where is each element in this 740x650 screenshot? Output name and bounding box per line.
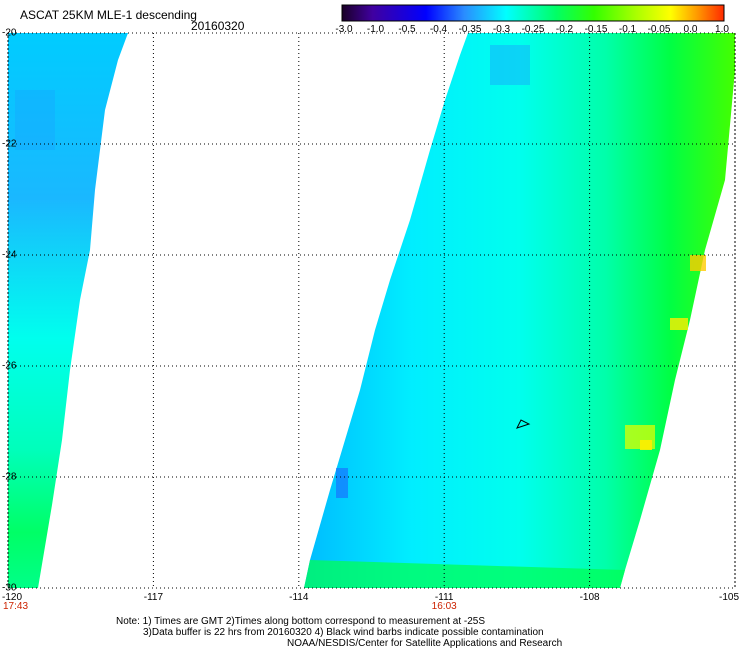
colorbar-tick-label: -0.5 bbox=[398, 24, 416, 35]
left-swath bbox=[8, 33, 128, 588]
right-swath-bottom-band bbox=[304, 560, 625, 588]
cool-patch bbox=[15, 90, 55, 150]
latitude-label: -26 bbox=[2, 360, 17, 372]
colorbar-tick-label: -0.1 bbox=[618, 24, 637, 35]
warm-patch bbox=[670, 318, 688, 330]
longitude-label: -105 bbox=[718, 592, 740, 603]
warm-patch bbox=[640, 440, 652, 450]
longitude-label: -117 bbox=[143, 592, 164, 603]
colorbar-tick-label: 1.0 bbox=[715, 24, 729, 35]
warm-patch bbox=[690, 255, 706, 271]
colorbar-tick-label: -1.0 bbox=[366, 24, 385, 35]
note-line-3: NOAA/NESDIS/Center for Satellite Applica… bbox=[287, 638, 563, 649]
lat-lon-grid bbox=[7, 32, 736, 589]
colorbar-tick-label: -0.25 bbox=[521, 24, 545, 35]
note-line-1: Note: 1) Times are GMT 2)Times along bot… bbox=[116, 616, 486, 627]
latitude-label: -28 bbox=[2, 471, 17, 483]
longitude-label: -111 bbox=[434, 592, 454, 603]
note-line-2: 3)Data buffer is 22 hrs from 20160320 4)… bbox=[143, 627, 544, 638]
colorbar-tick-label: -0.35 bbox=[458, 24, 482, 35]
longitude-label: -114 bbox=[289, 592, 309, 603]
latitude-label: -20 bbox=[2, 27, 17, 39]
map-title: ASCAT 25KM MLE-1 descending bbox=[20, 8, 197, 22]
colorbar-tick-label: -0.15 bbox=[584, 24, 608, 35]
latitude-label: -30 bbox=[2, 582, 17, 594]
latitude-label: -24 bbox=[2, 249, 17, 261]
longitude-label: -108 bbox=[579, 592, 600, 603]
time-label: 16:03 bbox=[431, 601, 457, 612]
colorbar-tick-label: 0.0 bbox=[683, 24, 698, 35]
time-label: 17:43 bbox=[2, 601, 29, 612]
contamination-outline bbox=[516, 419, 531, 429]
cool-patch bbox=[490, 45, 530, 85]
colorbar-tick-label: -0.05 bbox=[647, 24, 671, 35]
colorbar bbox=[341, 4, 725, 22]
map-frame bbox=[7, 32, 736, 589]
map-date: 20160320 bbox=[191, 19, 245, 33]
colorbar-tick-label: -3.0 bbox=[335, 24, 353, 35]
colorbar-tick-label: -0.3 bbox=[492, 24, 511, 35]
colorbar-tick-label: -0.2 bbox=[555, 24, 574, 35]
right-swath bbox=[304, 33, 735, 588]
cool-patch bbox=[336, 468, 348, 498]
colorbar-tick-label: -0.4 bbox=[429, 24, 448, 35]
latitude-label: -22 bbox=[2, 138, 17, 150]
longitude-label: -120 bbox=[1, 592, 23, 603]
